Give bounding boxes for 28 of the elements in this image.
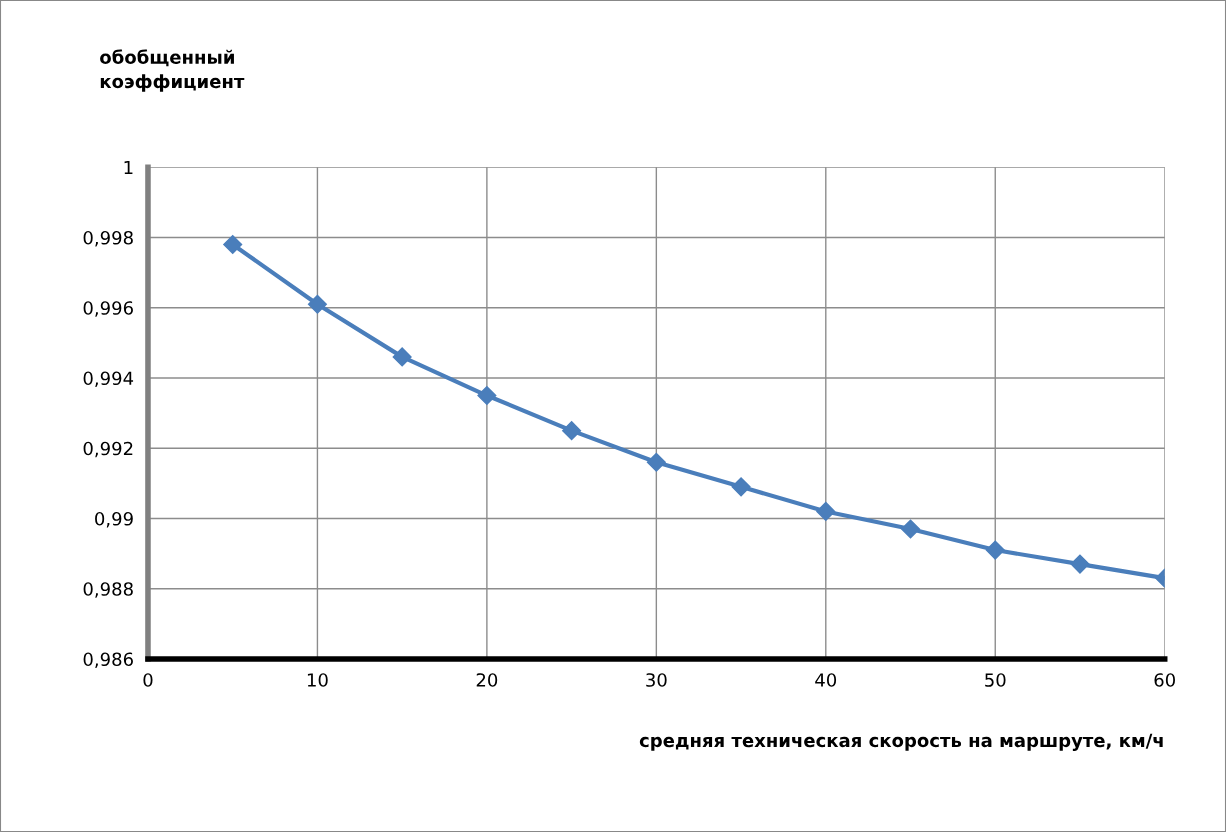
- y-tick-label: 0,998: [83, 230, 133, 247]
- point: [646, 452, 666, 472]
- point: [223, 234, 243, 255]
- x-tick-label: 50: [985, 673, 1006, 687]
- point: [1070, 554, 1090, 574]
- x-tick-label: 0: [143, 673, 153, 687]
- x-tick-label: 60: [1154, 673, 1175, 687]
- y-tick-label: 0,992: [83, 441, 133, 458]
- point: [392, 347, 412, 367]
- point: [985, 540, 1005, 560]
- point: [562, 421, 582, 441]
- y-axis-title: обобщенный коэффициент: [100, 49, 245, 92]
- y-tick-label: 0,99: [95, 511, 133, 528]
- x-tick-label: 20: [476, 673, 498, 687]
- point: [307, 294, 327, 314]
- x-tick-label: 10: [307, 673, 328, 687]
- point: [816, 501, 836, 521]
- y-tick-label: 1: [124, 160, 133, 175]
- x-tick-label: 30: [646, 673, 667, 687]
- y-tick-label: 0,986: [83, 652, 133, 668]
- y-tick-label: 0,988: [83, 582, 133, 598]
- x-tick-label: 40: [815, 673, 837, 687]
- point: [900, 519, 921, 539]
- point: [731, 477, 751, 497]
- y-tick-label: 0,996: [83, 301, 133, 317]
- point: [477, 385, 497, 406]
- x-axis-title: средняя техническая скорость на маршруте, км/ч: [639, 733, 1163, 751]
- y-tick-label: 0,994: [83, 371, 134, 387]
